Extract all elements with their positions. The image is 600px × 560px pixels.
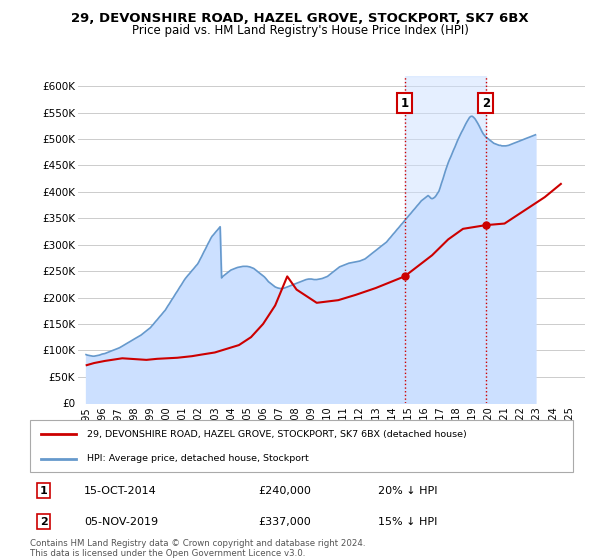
Text: 29, DEVONSHIRE ROAD, HAZEL GROVE, STOCKPORT, SK7 6BX: 29, DEVONSHIRE ROAD, HAZEL GROVE, STOCKP… [71, 12, 529, 25]
Text: £337,000: £337,000 [258, 517, 311, 527]
Text: 15% ↓ HPI: 15% ↓ HPI [377, 517, 437, 527]
Text: 2: 2 [40, 517, 47, 527]
Text: 2: 2 [482, 97, 490, 110]
Text: 15-OCT-2014: 15-OCT-2014 [85, 486, 157, 496]
Text: 1: 1 [401, 97, 409, 110]
Text: HPI: Average price, detached house, Stockport: HPI: Average price, detached house, Stoc… [87, 454, 309, 463]
Text: Price paid vs. HM Land Registry's House Price Index (HPI): Price paid vs. HM Land Registry's House … [131, 24, 469, 37]
Text: 05-NOV-2019: 05-NOV-2019 [85, 517, 158, 527]
Text: 1: 1 [40, 486, 47, 496]
Text: 29, DEVONSHIRE ROAD, HAZEL GROVE, STOCKPORT, SK7 6BX (detached house): 29, DEVONSHIRE ROAD, HAZEL GROVE, STOCKP… [87, 430, 467, 439]
Text: Contains HM Land Registry data © Crown copyright and database right 2024.
This d: Contains HM Land Registry data © Crown c… [30, 539, 365, 558]
Text: 20% ↓ HPI: 20% ↓ HPI [377, 486, 437, 496]
Bar [404, 76, 486, 403]
Text: £240,000: £240,000 [258, 486, 311, 496]
